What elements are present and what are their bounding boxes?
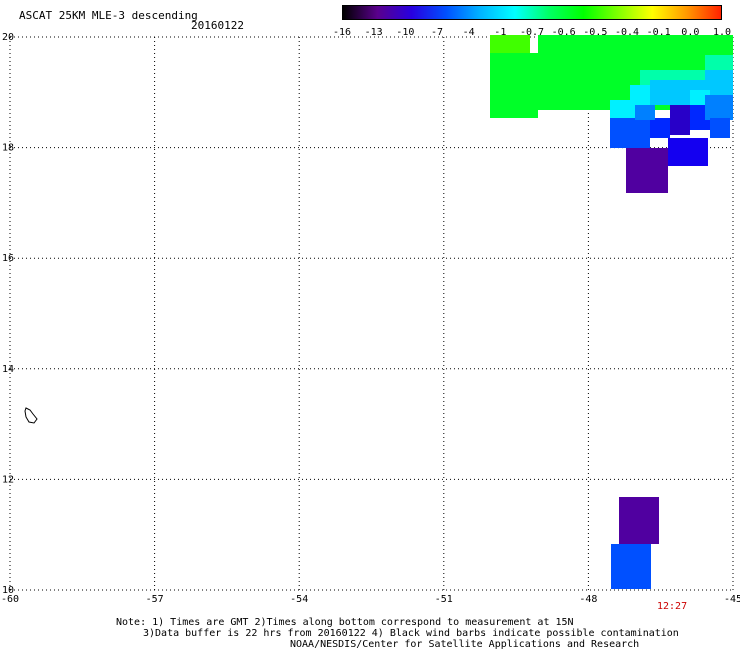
swath-cell (490, 53, 538, 118)
swath-cell (619, 497, 659, 544)
swath-cell (490, 35, 530, 53)
lat-tick-label: 20 (2, 32, 14, 43)
swath-cell (668, 138, 708, 166)
lon-tick-label: -57 (146, 594, 164, 605)
lat-tick-label: 10 (2, 585, 14, 596)
product-date: 20160122 (191, 19, 244, 32)
product-title: ASCAT 25KM MLE-3 descending (19, 9, 198, 22)
swath-cell (611, 544, 651, 589)
footnote-line-1: Note: 1) Times are GMT 2)Times along bot… (116, 617, 574, 628)
swath-cell (710, 118, 730, 138)
color-scale-label: -0.6 (551, 27, 576, 38)
lon-tick-label: -48 (579, 594, 597, 605)
lat-tick-label: 18 (2, 143, 14, 154)
color-scale-label: -13 (364, 27, 383, 38)
lat-tick-label: 12 (2, 474, 14, 485)
swath-cell (635, 105, 655, 120)
swath-cell (705, 55, 733, 70)
lat-lon-grid (9, 36, 734, 591)
color-scale-label: -0.5 (583, 27, 608, 38)
swath-cell (650, 118, 670, 138)
lat-tick-label: 14 (2, 364, 14, 375)
color-scale-label: -0.1 (646, 27, 671, 38)
island-outline (24, 407, 38, 424)
swath-cell (670, 105, 690, 135)
color-scale-label: 0.0 (681, 27, 700, 38)
color-scale-label: -0.4 (614, 27, 640, 38)
lat-tick-label: 16 (2, 253, 14, 264)
swath-cell (705, 95, 733, 120)
color-scale-label: -16 (332, 27, 352, 38)
color-scale-label: -10 (396, 27, 415, 38)
swath-cell (626, 148, 668, 193)
footnote-line-3: NOAA/NESDIS/Center for Satellite Applica… (290, 639, 640, 650)
pass-time-label: 12:27 (657, 601, 688, 612)
lon-tick-label: -54 (290, 594, 308, 605)
color-scale-label: 1.0 (712, 27, 732, 38)
data-swath (490, 35, 733, 589)
lon-tick-label: -51 (435, 594, 453, 605)
footnote-line-2: 3)Data buffer is 22 hrs from 20160122 4)… (143, 628, 679, 639)
color-scale-label: -1 (494, 27, 507, 38)
color-scale-label: -4 (462, 27, 475, 38)
lon-tick-label: -45 (724, 594, 740, 605)
swath-cell (610, 118, 650, 148)
color-scale-label: -0.7 (519, 27, 545, 38)
color-scale-bar (342, 5, 722, 20)
color-scale-label: -7 (430, 27, 444, 38)
lon-tick-label: -60 (1, 594, 19, 605)
